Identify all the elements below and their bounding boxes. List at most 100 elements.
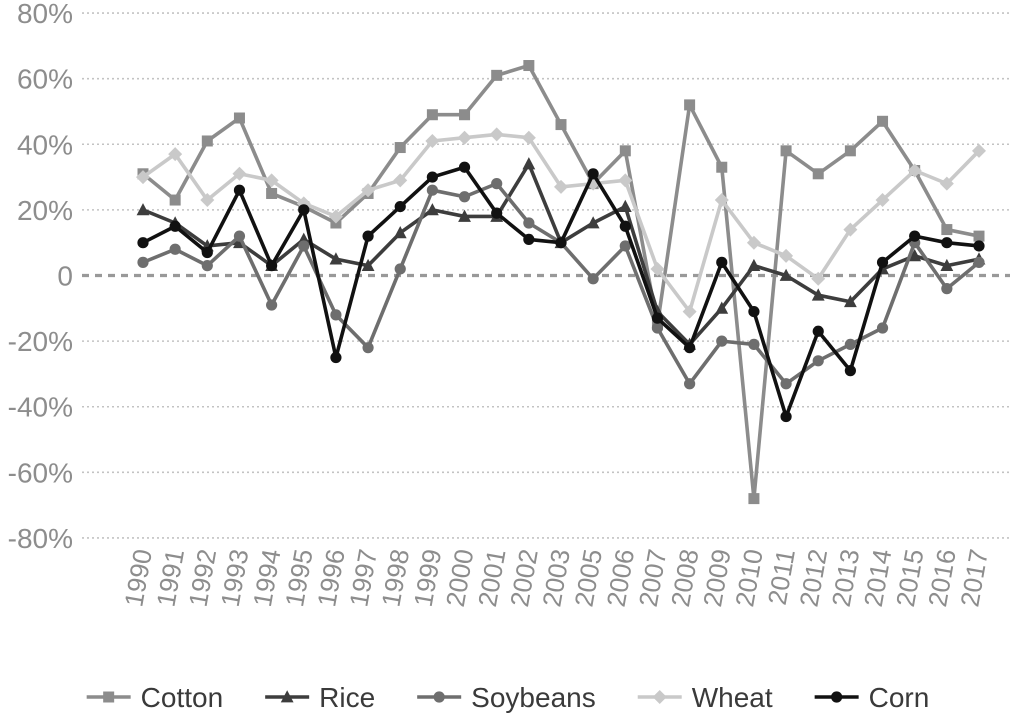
series-marker-soybeans xyxy=(426,184,438,196)
series-marker-wheat xyxy=(232,166,247,181)
series-marker-wheat xyxy=(650,261,665,276)
series-marker-wheat xyxy=(682,304,697,319)
series-marker-corn xyxy=(651,312,664,324)
series-marker-cotton xyxy=(619,145,631,157)
series-marker-corn xyxy=(748,305,760,318)
series-marker-corn xyxy=(909,230,921,242)
legend-corn-marker-icon xyxy=(831,691,843,703)
legend-label-rice: Rice xyxy=(319,682,375,713)
series-marker-rice xyxy=(361,258,375,272)
series-marker-cotton xyxy=(491,69,503,81)
series-marker-cotton xyxy=(973,230,985,242)
series-marker-corn xyxy=(266,260,278,272)
series-marker-wheat xyxy=(168,147,183,162)
y-axis-tick-label: 60% xyxy=(17,64,73,95)
series-marker-cotton xyxy=(684,99,696,111)
series-marker-rice xyxy=(940,258,954,272)
series-marker-wheat xyxy=(425,133,440,148)
y-axis-tick-label: -20% xyxy=(8,326,73,357)
legend-label-soybeans: Soybeans xyxy=(471,682,596,713)
series-marker-soybeans xyxy=(876,322,889,334)
series-marker-soybeans xyxy=(651,322,664,334)
series-marker-wheat xyxy=(779,248,794,263)
series-marker-rice xyxy=(522,157,536,170)
series-marker-corn xyxy=(555,237,567,249)
series-marker-wheat xyxy=(618,173,633,188)
series-marker-soybeans xyxy=(684,378,696,390)
series-marker-rice xyxy=(329,252,343,265)
series-marker-wheat xyxy=(457,130,472,145)
series-marker-soybeans xyxy=(812,355,824,367)
series-marker-rice xyxy=(618,199,632,212)
y-axis-tick-label: -60% xyxy=(8,457,73,488)
series-marker-rice xyxy=(393,226,407,239)
series-marker-wheat xyxy=(746,235,761,250)
series-marker-soybeans xyxy=(780,378,792,390)
series-line-corn xyxy=(141,165,981,419)
series-marker-corn xyxy=(330,351,342,364)
series-marker-wheat xyxy=(972,143,986,158)
series-line-wheat xyxy=(141,132,981,314)
series-marker-wheat xyxy=(200,193,215,208)
series-marker-wheat xyxy=(811,271,826,286)
series-marker-corn xyxy=(298,204,310,216)
series-marker-wheat xyxy=(907,163,922,178)
legend-rice-marker-icon xyxy=(280,690,294,703)
series-marker-corn xyxy=(362,230,374,242)
series-marker-corn xyxy=(426,171,438,183)
series-marker-wheat xyxy=(554,179,568,194)
series-marker-corn xyxy=(394,200,406,213)
series-marker-soybeans xyxy=(716,335,728,347)
series-marker-soybeans xyxy=(330,309,342,321)
series-marker-corn xyxy=(587,168,599,180)
series-marker-cotton xyxy=(169,194,181,206)
y-axis-tick-label: 40% xyxy=(17,129,73,160)
series-marker-cotton xyxy=(523,60,535,72)
legend-label-cotton: Cotton xyxy=(141,682,224,713)
series-marker-corn xyxy=(876,256,889,268)
series-marker-corn xyxy=(780,410,792,423)
series-marker-wheat xyxy=(875,193,890,208)
series-marker-soybeans xyxy=(523,217,535,229)
series-marker-wheat xyxy=(714,193,729,208)
series-marker-soybeans xyxy=(362,342,374,354)
series-marker-cotton xyxy=(716,161,728,173)
series-marker-soybeans xyxy=(619,240,631,252)
y-axis-tick-label: 80% xyxy=(17,0,73,29)
series-marker-corn xyxy=(491,207,503,219)
series-marker-wheat xyxy=(264,173,279,188)
series-marker-corn xyxy=(812,325,824,337)
series-marker-soybeans xyxy=(298,240,310,252)
series-marker-cotton xyxy=(844,145,856,157)
series-marker-rice xyxy=(779,268,793,281)
legend-soybeans-marker-icon xyxy=(433,691,445,703)
series-marker-corn xyxy=(941,237,953,249)
series-marker-cotton xyxy=(266,187,278,199)
series-marker-cotton xyxy=(426,109,438,121)
series-marker-soybeans xyxy=(394,263,406,275)
legend-item-rice: Rice xyxy=(265,682,375,713)
y-axis-tick-label: 20% xyxy=(17,195,73,226)
series-marker-rice xyxy=(586,216,600,229)
series-marker-soybeans xyxy=(941,283,953,295)
series-marker-soybeans xyxy=(266,299,278,311)
series-marker-corn xyxy=(716,256,728,268)
series-marker-soybeans xyxy=(137,256,149,268)
series-marker-corn xyxy=(684,342,696,354)
series-marker-soybeans xyxy=(233,230,246,242)
series-marker-corn xyxy=(233,184,246,196)
legend-label-wheat: Wheat xyxy=(692,682,773,713)
series-marker-cotton xyxy=(748,493,760,505)
series-marker-rice xyxy=(458,209,471,222)
series-marker-corn xyxy=(619,220,631,232)
series-marker-soybeans xyxy=(201,260,213,272)
series-marker-wheat xyxy=(521,130,536,145)
series-marker-soybeans xyxy=(748,338,760,351)
series-marker-rice xyxy=(136,203,150,216)
series-marker-cotton xyxy=(201,135,213,147)
series-marker-wheat xyxy=(361,183,376,198)
legend-wheat-marker-icon xyxy=(652,690,667,704)
series-marker-cotton xyxy=(812,168,824,180)
series-marker-soybeans xyxy=(587,273,599,285)
